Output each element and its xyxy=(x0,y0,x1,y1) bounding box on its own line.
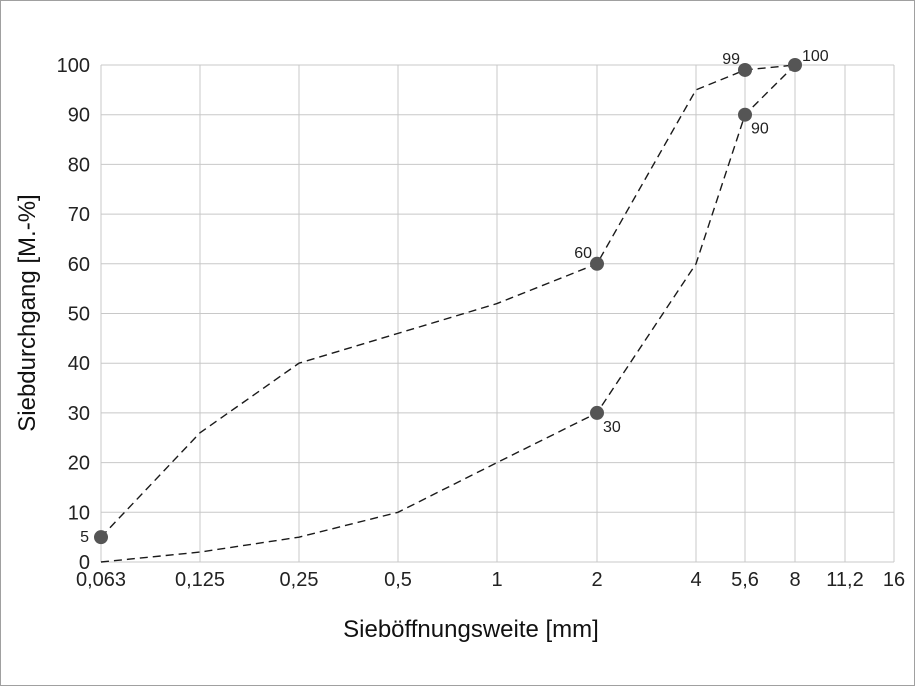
data-point-marker-2 xyxy=(590,405,604,420)
x-tick-4: 1 xyxy=(491,569,502,591)
data-label-5: 100 xyxy=(802,48,829,65)
data-point-marker-1 xyxy=(590,256,604,271)
y-tick-50: 50 xyxy=(68,304,90,326)
y-tick-30: 30 xyxy=(68,403,90,425)
data-label-3: 99 xyxy=(722,51,740,68)
x-tick-2: 0,25 xyxy=(280,569,319,591)
series-line-lower xyxy=(100,64,796,563)
x-tick-5: 2 xyxy=(591,569,602,591)
data-point-marker-4 xyxy=(738,107,752,122)
series-line-upper xyxy=(100,64,796,538)
x-tick-6: 4 xyxy=(690,569,701,591)
data-label-1: 60 xyxy=(574,245,592,262)
data-label-2: 30 xyxy=(603,419,621,436)
grid xyxy=(100,64,895,563)
data-label-0: 5 xyxy=(80,529,89,546)
data-point-marker-5 xyxy=(788,58,802,72)
data-point-marker-0 xyxy=(94,530,108,545)
data-point-marker-3 xyxy=(738,62,752,77)
x-axis-title: Sieböffnungsweite [mm] xyxy=(343,616,599,643)
y-tick-60: 60 xyxy=(68,254,90,276)
x-tick-10: 16 xyxy=(883,569,905,591)
y-tick-100: 100 xyxy=(57,55,90,77)
data-label-4: 90 xyxy=(751,121,769,138)
y-tick-40: 40 xyxy=(68,353,90,375)
y-tick-10: 10 xyxy=(68,502,90,524)
y-tick-70: 70 xyxy=(68,204,90,226)
y-tick-20: 20 xyxy=(68,453,90,475)
data-labels: 5 60 30 99 90 100 xyxy=(80,48,829,546)
x-tick-0: 0,063 xyxy=(76,569,126,591)
x-tick-7: 5,6 xyxy=(731,569,759,591)
x-tick-9: 11,2 xyxy=(826,569,863,591)
data-markers xyxy=(94,58,802,545)
x-tick-8: 8 xyxy=(789,569,800,591)
y-tick-80: 80 xyxy=(68,154,90,176)
y-axis-title: Siebdurchgang [M.-%] xyxy=(14,194,41,431)
x-tick-1: 0,125 xyxy=(175,569,225,591)
y-tick-labels: 0 10 20 30 40 50 60 70 80 90 100 xyxy=(57,55,90,574)
x-tick-3: 0,5 xyxy=(384,569,412,591)
y-tick-90: 90 xyxy=(68,105,90,127)
series-lines xyxy=(100,64,796,563)
x-tick-labels: 0,063 0,125 0,25 0,5 1 2 4 5,6 8 11,2 16 xyxy=(76,569,905,591)
y-tick-0: 0 xyxy=(79,552,90,574)
